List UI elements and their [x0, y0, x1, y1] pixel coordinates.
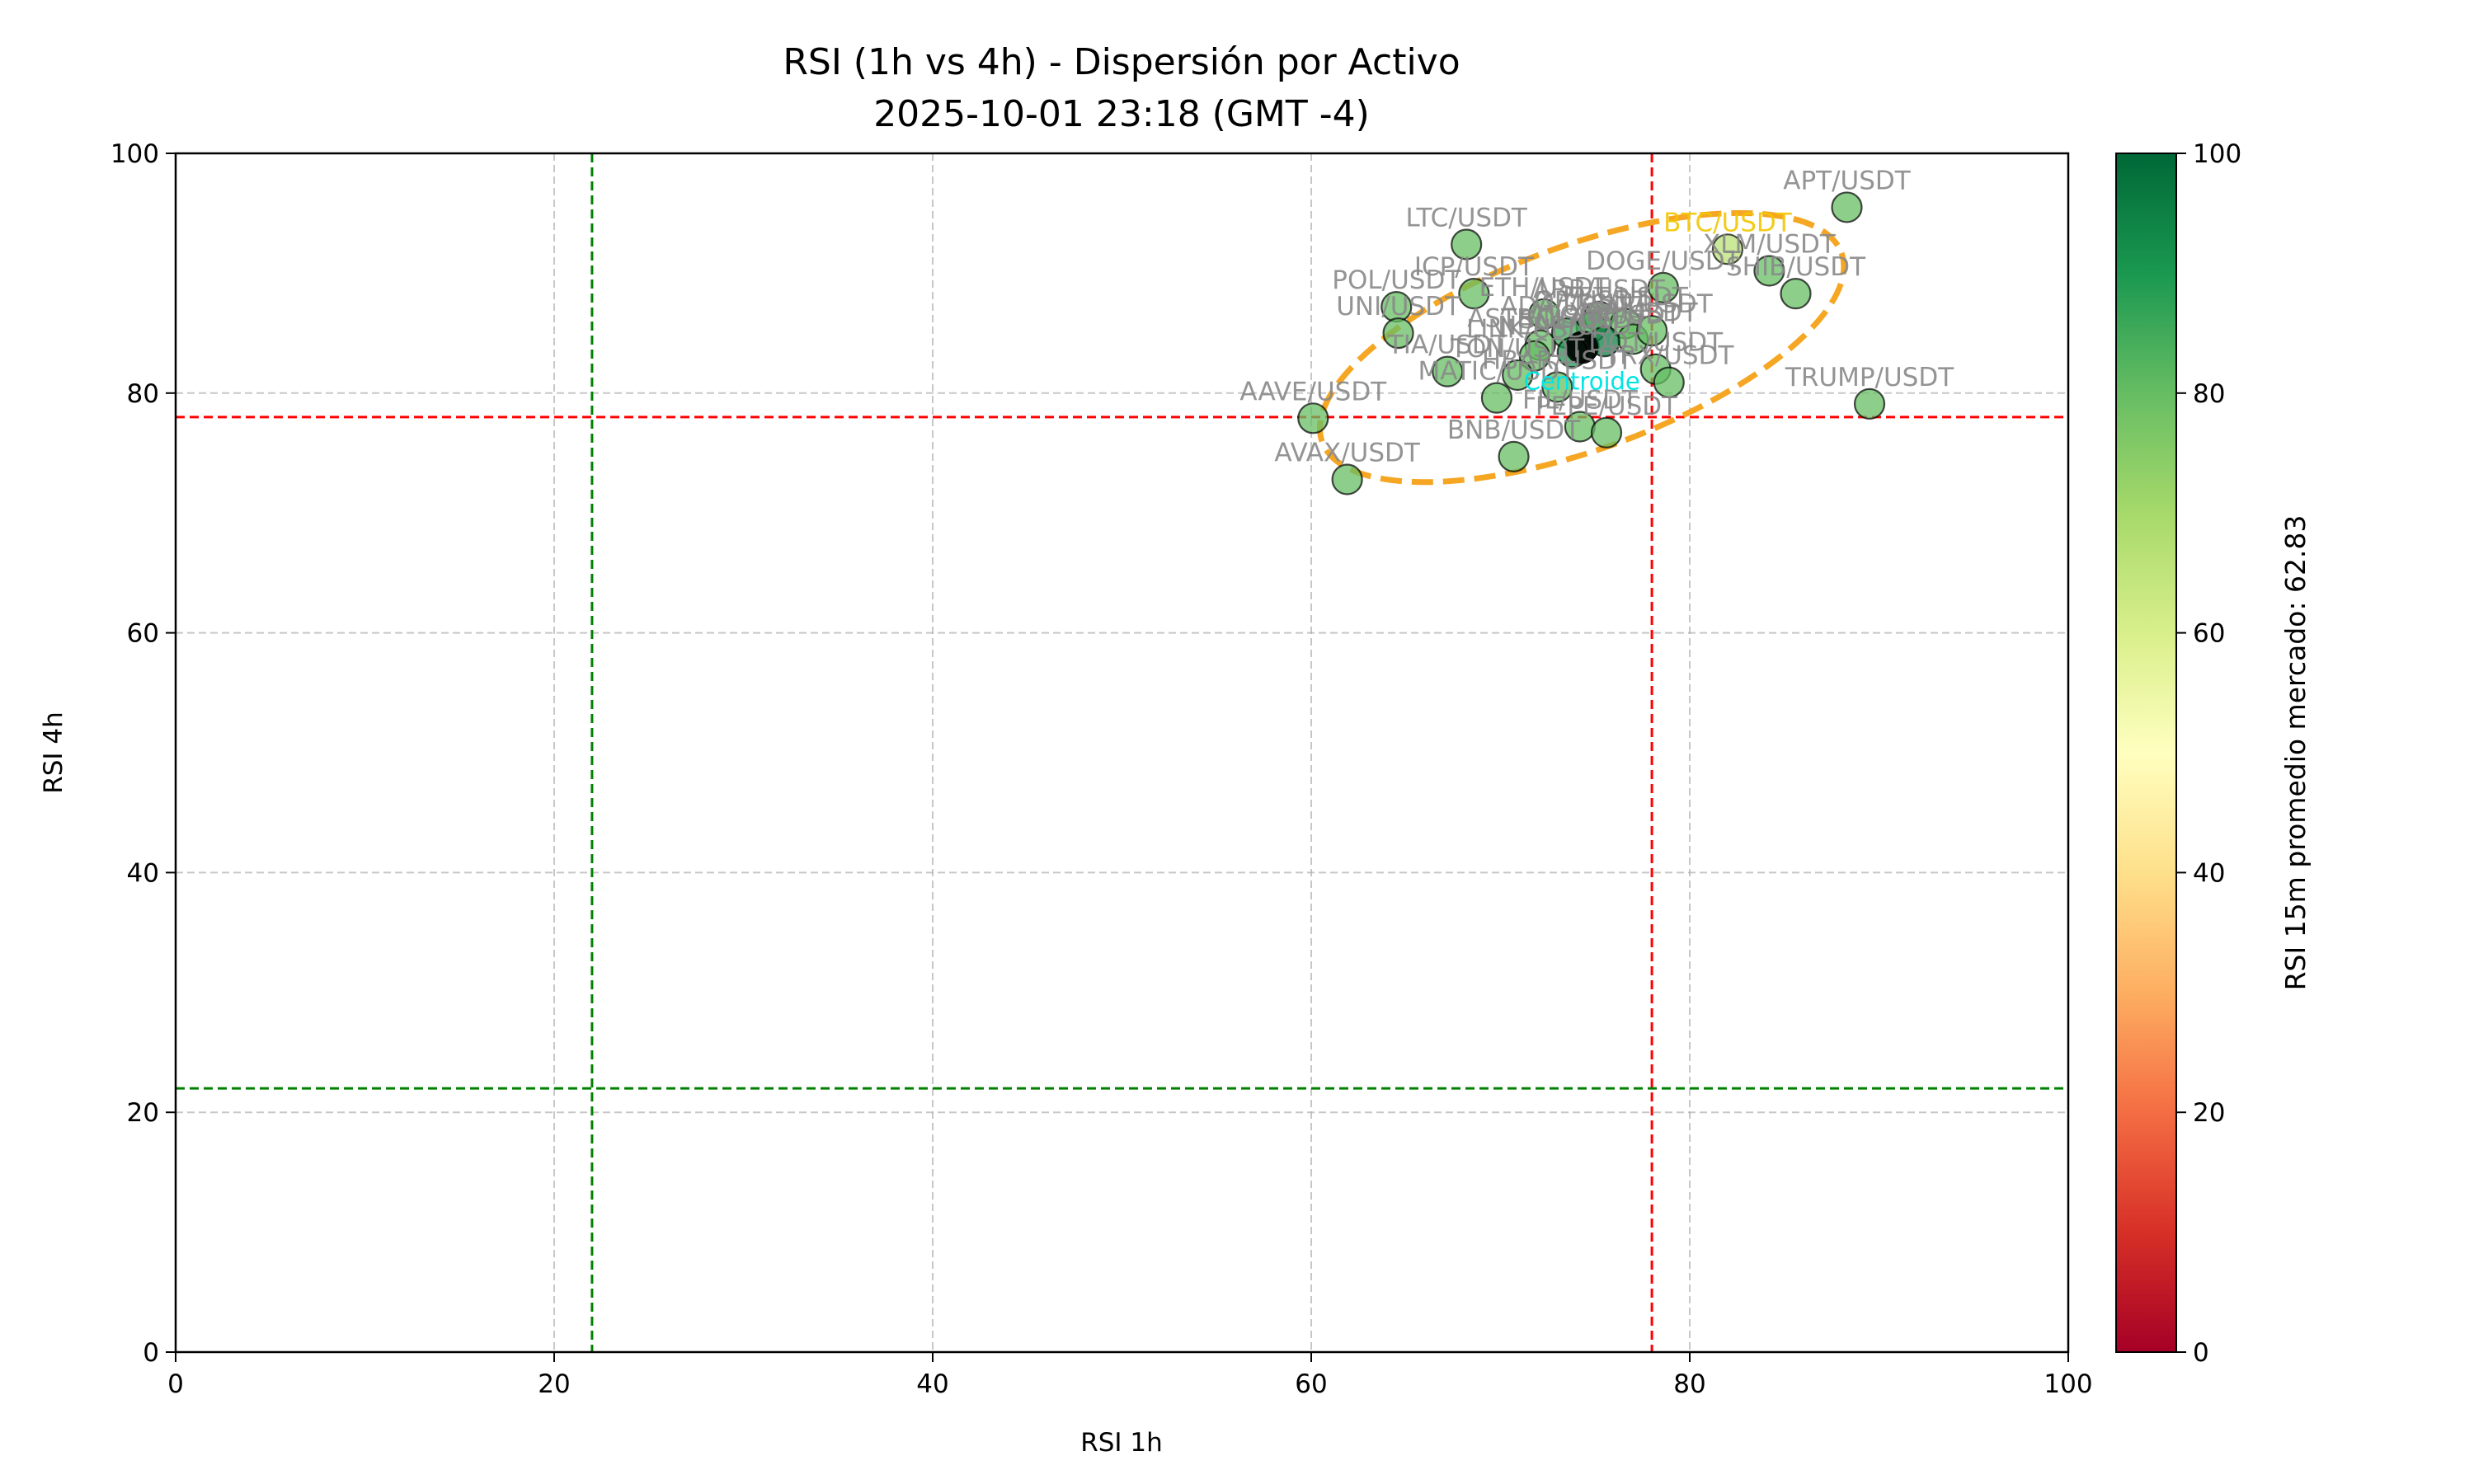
- data-point-label: DOT/USDT: [1588, 328, 1724, 358]
- data-point: [1653, 366, 1685, 398]
- x-tick-label: 40: [916, 1369, 948, 1399]
- x-tick-label: 60: [1295, 1369, 1327, 1399]
- data-point-label: TRUMP/USDT: [1785, 363, 1954, 392]
- data-point-label: ADA/USDT: [1500, 292, 1634, 322]
- data-point-label: LINK/USDT: [1466, 315, 1604, 345]
- y-tick-label: 60: [127, 619, 159, 649]
- data-point: [1711, 233, 1743, 265]
- data-point: [1480, 382, 1513, 414]
- data-point: [1451, 228, 1483, 261]
- data-point-label: MATIC/USDT: [1418, 357, 1576, 387]
- data-point-label: APT/USDT: [1783, 166, 1912, 195]
- chart-subtitle: 2025-10-01 23:18 (GMT -4): [873, 93, 1370, 135]
- data-point-label: HBAR/USDT: [1482, 346, 1634, 376]
- data-point-label: SOL/USDT: [1519, 305, 1649, 335]
- x-tick-label: 20: [538, 1369, 570, 1399]
- data-point-label: ARB/USDT: [1533, 275, 1666, 305]
- data-point: [1590, 416, 1623, 448]
- data-point-label: BNB/USDT: [1447, 416, 1581, 445]
- plot-frame: [174, 152, 2070, 1354]
- colorbar-tick-label: 20: [2193, 1098, 2225, 1128]
- data-point-label: AVAX/USDT: [1274, 438, 1421, 467]
- data-point: [1780, 278, 1812, 310]
- y-axis-label: RSI 4h: [39, 711, 68, 794]
- data-point-label: XRP/USDT: [1569, 298, 1699, 327]
- chart-title: RSI (1h vs 4h) - Dispersión por Activo: [783, 41, 1460, 83]
- grid: [176, 153, 2068, 1352]
- data-point: [1647, 271, 1679, 303]
- colorbar: [2115, 153, 2177, 1353]
- data-point-label: TRX/USDT: [1603, 341, 1734, 371]
- colorbar-tick-label: 60: [2193, 619, 2225, 649]
- data-point-label: UNI/USDT: [1336, 292, 1461, 322]
- colorbar-tick-label: 0: [2193, 1338, 2209, 1368]
- x-tick-label: 100: [2044, 1369, 2092, 1399]
- point-labels-layer: APT/USDT LTC/USDT BTC/USDTXLM/USDTSHIB/USD…: [1239, 166, 1954, 467]
- data-point-label: ASTR/USDT: [1467, 304, 1614, 334]
- data-point: [1432, 355, 1464, 387]
- colorbar-tick-label: 40: [2193, 858, 2225, 888]
- data-point-label: XLM/USDT: [1703, 229, 1837, 259]
- data-point: [1753, 255, 1785, 287]
- y-tick-label: 80: [127, 379, 159, 409]
- data-point-label: LTC/USDT: [1405, 204, 1527, 233]
- y-tick-label: 100: [111, 139, 159, 169]
- colorbar-label: RSI 15m promedio mercado: 62.83: [2279, 515, 2312, 991]
- data-point-label: OP/USDT: [1534, 286, 1649, 316]
- centroid-label: Centroide: [1524, 368, 1640, 396]
- data-point-label: FET/USDT: [1563, 282, 1689, 312]
- data-point: [1528, 298, 1560, 330]
- colorbar-tick-label: 80: [2193, 379, 2225, 409]
- x-axis-label: RSI 1h: [1080, 1428, 1163, 1458]
- data-point-label: SUI/USDT: [1592, 289, 1714, 319]
- ellipse-layer: [1316, 209, 1847, 486]
- data-point-label: PEPE/USDT: [1536, 392, 1678, 421]
- confidence-ellipse: [1316, 209, 1847, 486]
- data-point: [1382, 317, 1414, 350]
- colorbar-tick-label: 100: [2193, 139, 2241, 169]
- data-point: [1502, 359, 1534, 392]
- data-point-label: FIL/USDT: [1522, 386, 1639, 416]
- data-point: [1498, 440, 1530, 472]
- data-point-label: TIA/USDT: [1387, 331, 1508, 360]
- data-point-label: ICP/USDT: [1414, 252, 1535, 282]
- data-point: [1297, 402, 1329, 434]
- y-axis-ticks: 0 20 40 60 80 100: [111, 139, 176, 1368]
- data-point-label: BTC/USDT: [1663, 208, 1793, 237]
- data-point: [1635, 315, 1668, 347]
- data-point-label: NEAR/USDT: [1498, 311, 1648, 340]
- data-point-label: POL/USDT: [1332, 265, 1461, 295]
- data-point-label: TON/USDT: [1450, 334, 1585, 364]
- data-point: [1331, 463, 1363, 495]
- data-point: [1541, 371, 1573, 403]
- colorbar-ticks: 0 20 40 60 80 100: [2176, 139, 2241, 1368]
- x-axis-ticks: 0 20 40 60 80 100: [167, 1352, 2093, 1399]
- centroid-marker: [1565, 331, 1599, 364]
- data-point-label: AAVE/USDT: [1239, 377, 1387, 406]
- data-point-label: ATOM/USDT: [1528, 300, 1681, 330]
- reference-lines: [176, 153, 2068, 1352]
- data-point-label: SHIB/USDT: [1726, 252, 1866, 282]
- y-tick-label: 0: [143, 1338, 159, 1368]
- data-point-label: DOGE/USDT: [1586, 247, 1742, 276]
- data-point: [1458, 278, 1490, 310]
- y-tick-label: 20: [127, 1098, 159, 1128]
- x-tick-label: 80: [1673, 1369, 1705, 1399]
- data-point-label: ETH/USDT: [1479, 273, 1611, 303]
- x-tick-label: 0: [167, 1369, 184, 1399]
- data-point: [1831, 191, 1863, 223]
- data-point: [1853, 387, 1886, 420]
- y-tick-label: 40: [127, 858, 159, 888]
- points-layer: [1297, 191, 1886, 495]
